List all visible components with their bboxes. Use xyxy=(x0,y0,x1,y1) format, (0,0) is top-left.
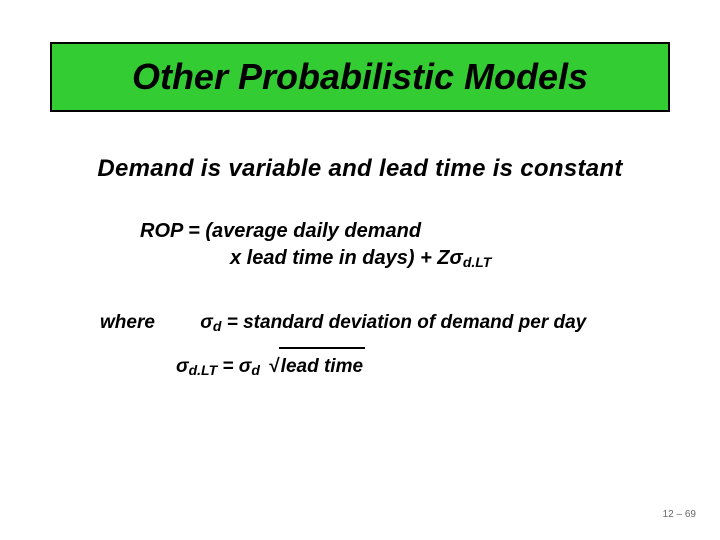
rop-formula: ROP = (average daily demand x lead time … xyxy=(140,218,660,272)
where-eq1: σd = standard deviation of demand per da… xyxy=(200,305,586,341)
sigma-symbol: σ xyxy=(200,312,213,333)
slide-subtitle: Demand is variable and lead time is cons… xyxy=(50,155,670,183)
formula-rhs-line2: x lead time in days) + Z xyxy=(230,247,450,269)
sigma-sub-dlt: d.LT xyxy=(463,254,492,270)
title-box: Other Probabilistic Models xyxy=(50,42,670,112)
formula-lhs: ROP = xyxy=(140,220,205,242)
where-label: where xyxy=(100,305,195,341)
sigma-symbol: σ xyxy=(239,356,252,377)
formula-rhs-line1: (average daily demand xyxy=(205,220,421,242)
sigma-symbol: σ xyxy=(176,356,189,377)
page-number: 12 – 69 xyxy=(663,509,696,520)
where-block: where σd = standard deviation of demand … xyxy=(100,305,660,385)
sigma-symbol: σ xyxy=(450,247,463,269)
eq1-rhs: standard deviation of demand per day xyxy=(243,312,586,333)
sqrt-content: lead time xyxy=(279,347,365,385)
slide-title: Other Probabilistic Models xyxy=(132,56,588,98)
sigma-sub-d: d xyxy=(251,362,260,378)
sqrt-expression: √lead time xyxy=(265,347,365,385)
sigma-sub-dlt: d.LT xyxy=(189,362,218,378)
equals: = xyxy=(221,312,243,333)
equals: = xyxy=(217,356,239,377)
where-eq2: σd.LT = σd √lead time xyxy=(176,347,660,385)
